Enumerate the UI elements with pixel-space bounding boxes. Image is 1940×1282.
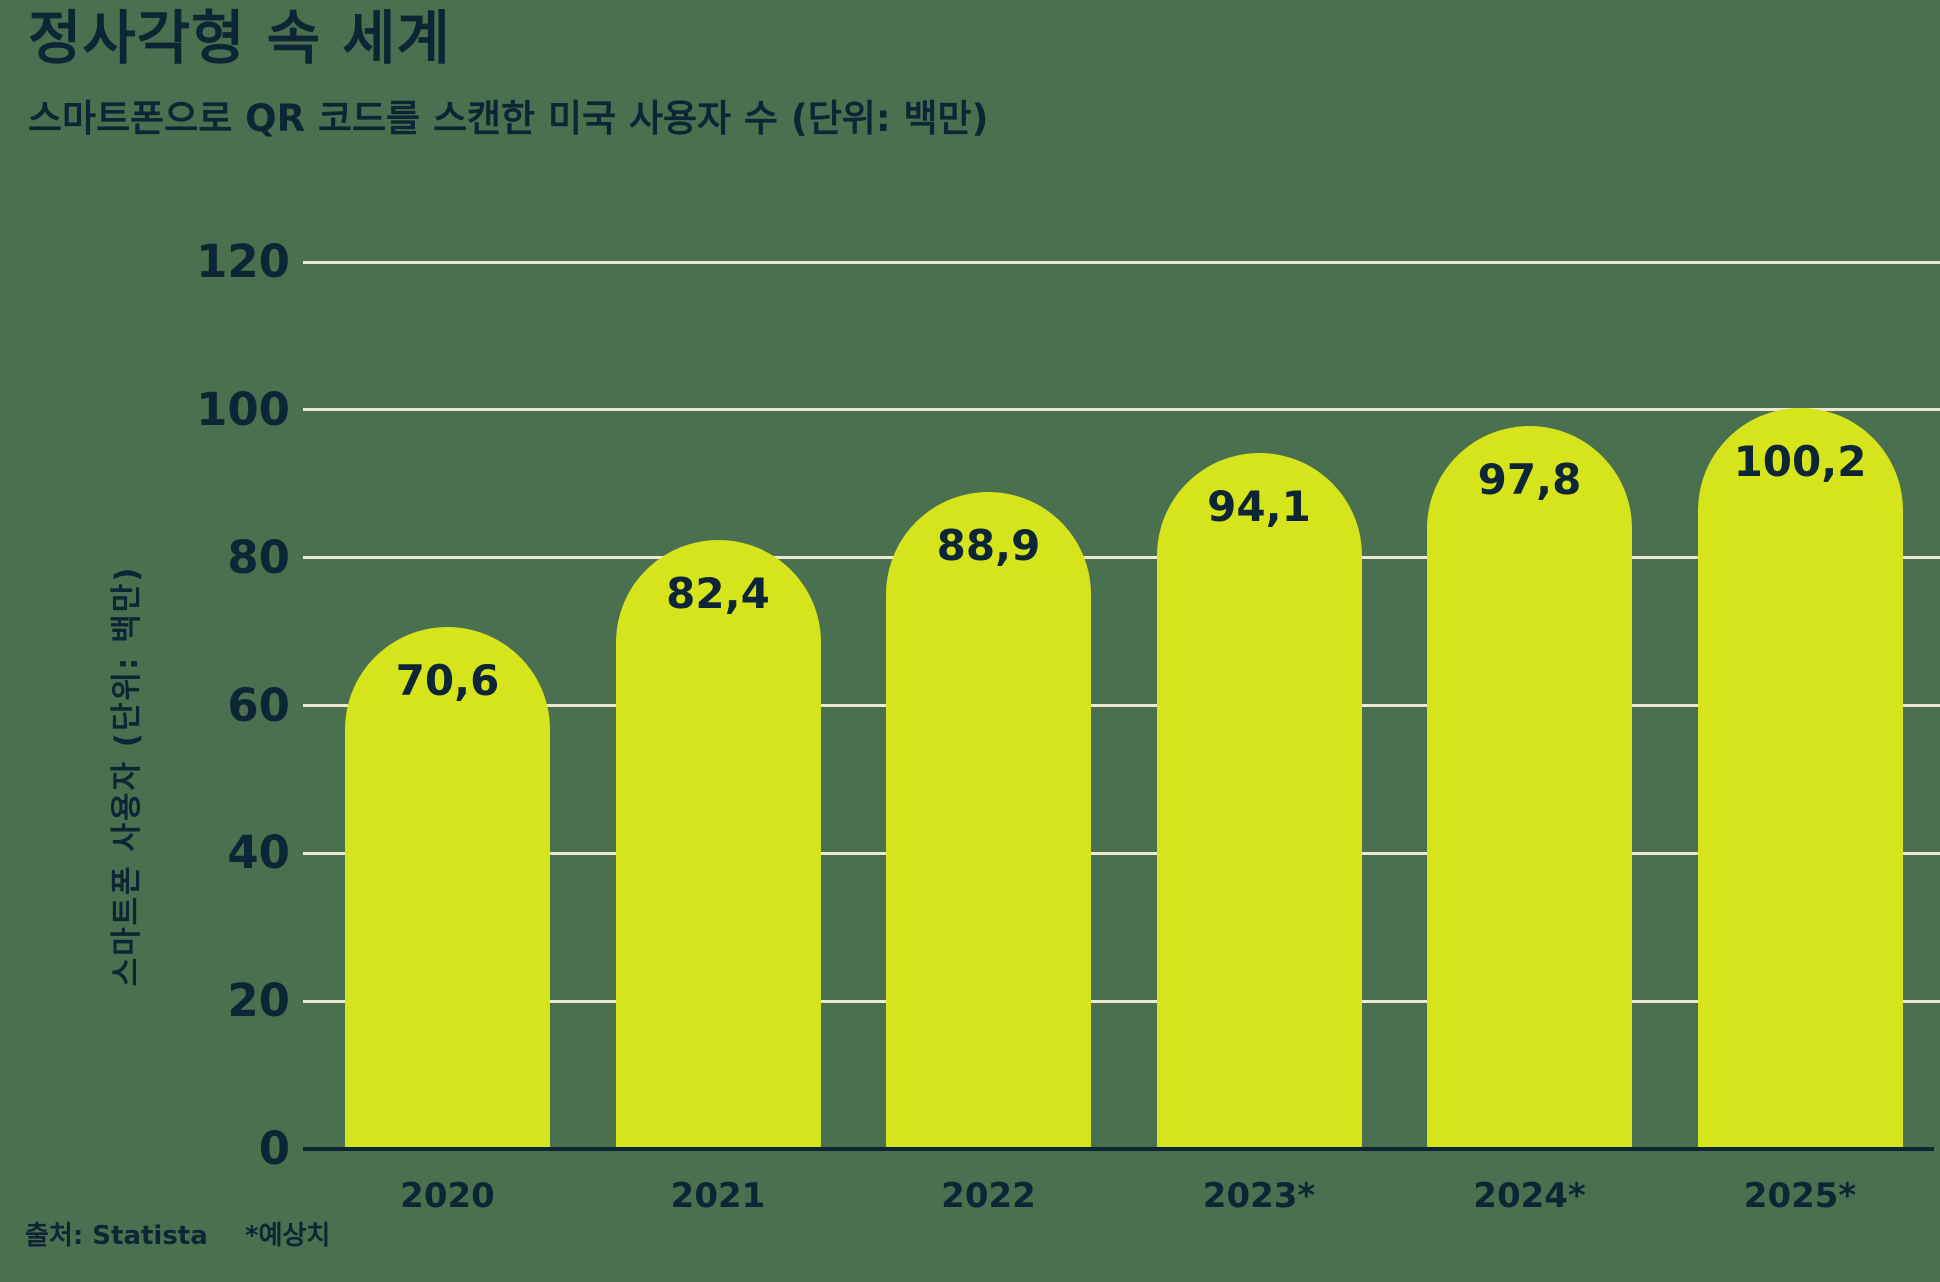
bar-value-2024*: 97,8 — [1477, 455, 1582, 505]
y-tick-60: 60 — [227, 678, 290, 732]
y-axis-label: 스마트폰 사용자 (단위: 백만) — [109, 565, 145, 987]
x-tick-2025*: 2025* — [1743, 1176, 1857, 1216]
y-tick-100: 100 — [196, 382, 290, 436]
bar-value-2022: 88,9 — [936, 520, 1041, 570]
x-tick-2023*: 2023* — [1202, 1176, 1316, 1216]
gridline-120 — [303, 260, 1940, 264]
bar-2020 — [345, 627, 550, 1149]
x-tick-2024*: 2024* — [1473, 1176, 1586, 1216]
gridline-20 — [303, 999, 1940, 1003]
gridline-60 — [303, 704, 1940, 707]
bar-value-2023*: 94,1 — [1207, 482, 1311, 532]
forecast-note: *예상치 — [245, 1221, 331, 1251]
bar-value-2025*: 100,2 — [1733, 437, 1867, 487]
x-tick-2020: 2020 — [400, 1176, 495, 1216]
y-tick-80: 80 — [227, 530, 290, 584]
y-tick-40: 40 — [227, 826, 290, 880]
gridline-40 — [303, 851, 1940, 855]
x-axis-line — [303, 1147, 1934, 1151]
x-tick-2021: 2021 — [670, 1176, 766, 1216]
gridline-80 — [303, 556, 1940, 560]
bar-2025* — [1697, 408, 1903, 1149]
bar-2023* — [1156, 453, 1362, 1149]
y-tick-0: 0 — [258, 1122, 290, 1175]
bar-2021 — [615, 539, 821, 1149]
y-tick-20: 20 — [227, 974, 290, 1028]
chart-title: 정사각형 속 세계 — [28, 4, 451, 72]
bar-2022 — [886, 491, 1091, 1149]
source-note: 출처: Statista — [25, 1221, 208, 1251]
bar-value-2021: 82,4 — [666, 568, 770, 618]
x-tick-2022: 2022 — [941, 1176, 1036, 1216]
bar-value-2020: 70,6 — [395, 656, 500, 706]
bar-2024* — [1427, 426, 1632, 1149]
chart-subtitle: 스마트폰으로 QR 코드를 스캔한 미국 사용자 수 (단위: 백만) — [28, 97, 989, 140]
y-tick-120: 120 — [196, 235, 290, 288]
gridline-100 — [303, 408, 1940, 412]
